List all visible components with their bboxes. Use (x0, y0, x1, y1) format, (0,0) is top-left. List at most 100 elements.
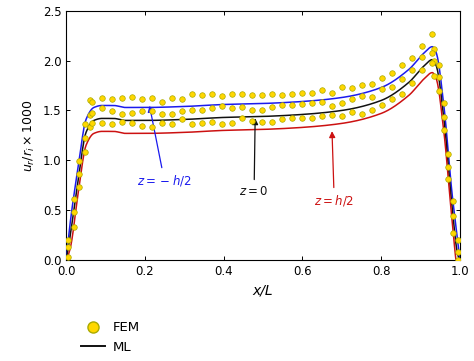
Point (428, 60, 436, 66)
Point (75, 184, 83, 190)
Point (348, 85, 356, 91)
Point (319, 100, 326, 105)
Point (64, 244, 72, 250)
X-axis label: x/L: x/L (253, 283, 273, 297)
Point (428, 32, 436, 38)
Y-axis label: $u_r/r_i \times 1000$: $u_r/r_i \times 1000$ (22, 99, 37, 171)
Point (445, 176, 452, 182)
Point (378, 86, 386, 92)
Point (138, 108, 146, 114)
Point (88, 121, 96, 126)
Point (430, 73, 438, 79)
Point (218, 122, 226, 127)
Point (338, 100, 346, 106)
Point (288, 91, 296, 97)
Point (70, 209, 78, 215)
Point (409, 55, 416, 61)
Point (449, 213, 457, 219)
Point (435, 88, 443, 94)
Point (218, 104, 226, 109)
Point (454, 257, 462, 263)
Point (445, 164, 452, 170)
Point (248, 118, 256, 124)
Point (70, 224, 78, 230)
Point (208, 105, 216, 111)
Point (338, 113, 346, 118)
Point (158, 111, 166, 117)
Point (158, 121, 166, 126)
Point (278, 92, 286, 98)
Point (278, 116, 286, 122)
Point (138, 123, 146, 129)
Point (309, 90, 316, 96)
Point (338, 84, 346, 90)
Point (158, 99, 166, 105)
Point (108, 108, 116, 114)
Point (86, 97, 94, 103)
Point (288, 115, 296, 121)
Point (454, 249, 462, 255)
Point (198, 121, 206, 126)
Point (81, 149, 88, 155)
Point (435, 74, 443, 80)
Point (64, 238, 72, 243)
Point (378, 75, 386, 81)
Point (419, 67, 426, 73)
Point (368, 107, 376, 113)
Point (188, 121, 196, 127)
Point (168, 112, 176, 117)
Point (75, 158, 83, 164)
Point (358, 111, 366, 117)
Point (430, 46, 438, 52)
Point (268, 104, 276, 110)
Point (445, 151, 452, 157)
Point (409, 67, 416, 73)
Point (228, 105, 236, 111)
Point (108, 121, 116, 127)
Point (319, 87, 326, 92)
Point (148, 108, 156, 113)
Point (178, 108, 186, 114)
Point (81, 121, 88, 127)
Point (348, 109, 356, 114)
Point (128, 94, 136, 100)
Point (388, 70, 396, 76)
Point (248, 92, 256, 98)
Point (378, 102, 386, 108)
Point (368, 81, 376, 87)
Point (188, 91, 196, 97)
Legend: FEM, ML: FEM, ML (81, 321, 140, 354)
Point (148, 95, 156, 100)
Point (198, 92, 206, 98)
Point (228, 91, 236, 97)
Point (399, 91, 406, 97)
Point (238, 104, 246, 110)
Point (454, 237, 462, 243)
Point (430, 58, 438, 64)
Point (440, 114, 447, 120)
Point (440, 127, 447, 132)
Point (258, 92, 266, 98)
Point (81, 135, 88, 141)
Point (358, 83, 366, 88)
Text: $z = h/2$: $z = h/2$ (314, 132, 354, 208)
Point (298, 90, 306, 96)
Point (128, 110, 136, 116)
Point (268, 119, 276, 125)
Point (148, 124, 156, 130)
Point (86, 124, 94, 130)
Point (435, 62, 443, 68)
Point (428, 51, 436, 56)
Point (419, 55, 426, 60)
Point (258, 119, 266, 125)
Point (328, 90, 336, 96)
Point (168, 121, 176, 127)
Point (118, 111, 126, 117)
Point (128, 120, 136, 126)
Point (208, 91, 216, 97)
Point (208, 119, 216, 125)
Point (319, 113, 326, 119)
Point (348, 96, 356, 102)
Point (388, 84, 396, 90)
Point (399, 62, 406, 68)
